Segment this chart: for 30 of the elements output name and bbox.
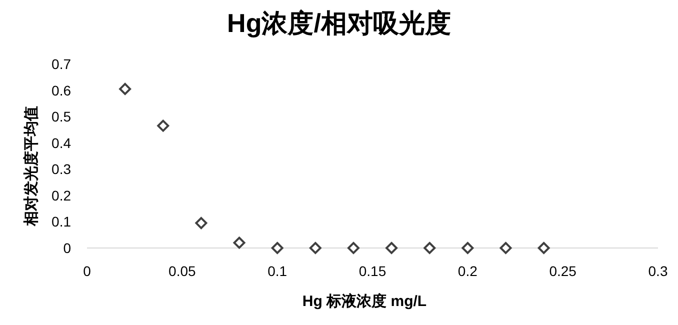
y-tick-label: 0.5 [52, 108, 72, 125]
point [500, 242, 512, 254]
y-tick-label: 0.3 [52, 161, 72, 178]
point [271, 242, 284, 254]
y-tick-label: 0.1 [52, 214, 72, 230]
point [386, 242, 398, 254]
y-tick-label: 0.6 [52, 82, 72, 98]
y-tick-label: 0.4 [52, 134, 72, 151]
x-tick-label: 0.15 [358, 263, 386, 279]
x-tick-label: 0 [83, 263, 92, 279]
x-tick-label: 0.1 [268, 263, 288, 279]
point [119, 82, 132, 95]
x-axis-title: Hg 标液浓度 mg/L [302, 292, 427, 310]
point [424, 242, 436, 254]
x-tick-label: 0.25 [549, 263, 577, 279]
point [309, 242, 322, 254]
point [347, 242, 360, 254]
y-tick-label: 0 [63, 240, 72, 256]
chart-title: Hg浓度/相对吸光度 [227, 8, 451, 38]
x-tick-label: 0.2 [458, 263, 478, 279]
point [195, 217, 208, 230]
x-tick-label: 0.3 [648, 263, 668, 279]
y-axis-title: 相对发光度平均值 [22, 106, 40, 227]
x-tick-label: 0.05 [168, 263, 196, 279]
point [462, 242, 474, 254]
y-tick-label: 0.2 [52, 187, 72, 204]
point [233, 236, 246, 249]
y-tick-label: 0.7 [52, 56, 72, 72]
point [157, 120, 170, 132]
point [538, 242, 550, 254]
